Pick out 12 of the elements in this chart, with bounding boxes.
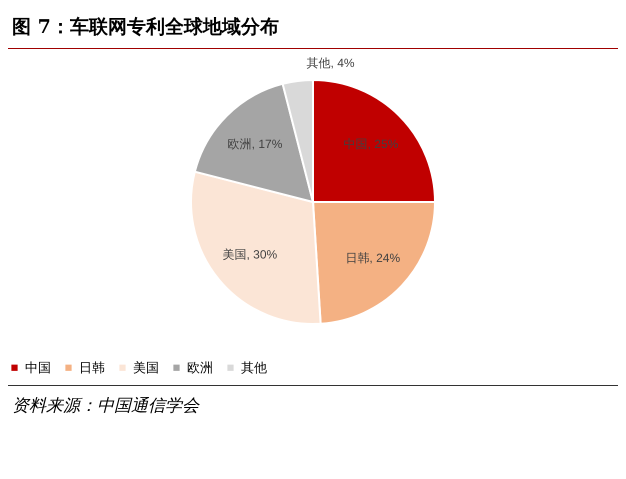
data-label: 日韩, 24%	[345, 251, 400, 266]
legend-label: 日韩	[79, 360, 105, 375]
legend-label: 中国	[25, 360, 51, 375]
data-label: 中国, 25%	[344, 137, 399, 152]
data-label: 美国, 30%	[222, 247, 278, 262]
data-label: 其他, 4%	[306, 56, 355, 70]
legend-label: 美国	[133, 360, 159, 375]
legend-label: 其他	[241, 360, 267, 375]
text: 资料来源：中国通信学会	[8, 385, 618, 425]
data-label: 欧洲, 17%	[228, 137, 283, 152]
chart-title: 图 7：车联网专利全球地域分布	[8, 8, 618, 49]
legend-label: 欧洲	[187, 360, 213, 375]
